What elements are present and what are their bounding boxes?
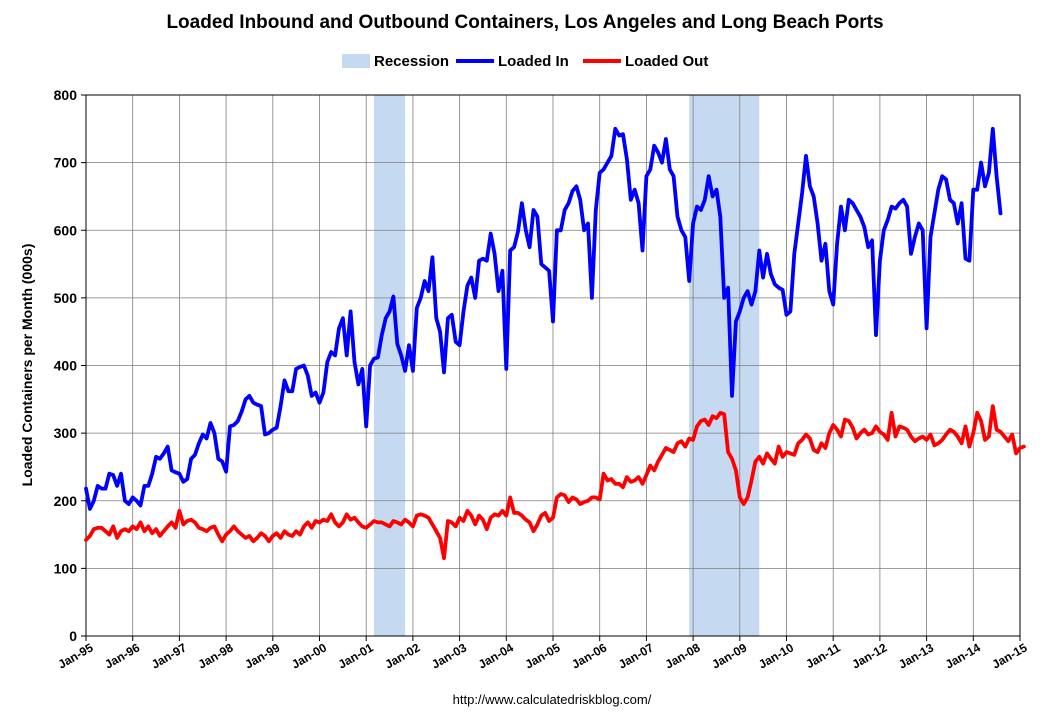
- x-tick-label: Jan-14: [943, 640, 983, 671]
- legend-swatch-recession: [342, 54, 370, 68]
- x-tick-label: Jan-13: [896, 640, 936, 671]
- x-tick-label: Jan-09: [709, 640, 749, 671]
- plot-area-border: [85, 94, 1021, 637]
- y-tick-label: 700: [54, 155, 78, 171]
- y-tick-label: 800: [54, 87, 78, 103]
- x-tick-label: Jan-01: [336, 640, 376, 671]
- x-tick-label: Jan-03: [429, 640, 469, 671]
- legend-label-loaded-in: Loaded In: [498, 53, 569, 70]
- y-tick-label: 500: [54, 290, 78, 306]
- gridlines: [86, 94, 1021, 636]
- x-tick-label: Jan-99: [242, 640, 282, 671]
- y-tick-label: 600: [54, 222, 78, 238]
- x-tick-label: Jan-96: [102, 640, 142, 671]
- y-tick-label: 100: [54, 560, 78, 576]
- series-lines: [84, 126, 1026, 561]
- source-url: http://www.calculatedriskblog.com/: [453, 692, 652, 707]
- x-tick-label: Jan-11: [803, 640, 843, 671]
- x-tick-label: Jan-97: [149, 640, 189, 671]
- x-tick-label: Jan-10: [756, 640, 796, 671]
- legend-label-loaded-out: Loaded Out: [625, 53, 708, 70]
- y-axis-label: Loaded Containers per Month (000s): [19, 244, 35, 487]
- x-tick-label: Jan-05: [523, 640, 563, 671]
- x-tick-label: Jan-98: [196, 640, 236, 671]
- x-tick-label: Jan-95: [56, 640, 96, 671]
- y-tick-label: 300: [54, 425, 78, 441]
- x-tick-label: Jan-12: [849, 640, 889, 671]
- legend: Recession Loaded In Loaded Out: [342, 53, 708, 70]
- x-tick-label: Jan-07: [616, 640, 656, 671]
- y-tick-label: 200: [54, 493, 78, 509]
- y-tick-label: 0: [69, 628, 77, 644]
- x-tick-label: Jan-08: [663, 640, 703, 671]
- x-tick-label: Jan-15: [990, 640, 1030, 671]
- series-line-loaded-out: [84, 404, 1026, 561]
- x-tick-label: Jan-04: [476, 640, 516, 671]
- chart-title: Loaded Inbound and Outbound Containers, …: [166, 12, 883, 33]
- x-tick-label: Jan-00: [289, 640, 329, 671]
- legend-label-recession: Recession: [374, 53, 449, 70]
- series-line-loaded-in: [84, 126, 1003, 511]
- x-tick-label: Jan-02: [382, 640, 422, 671]
- y-tick-label: 400: [54, 358, 78, 374]
- x-tick-label: Jan-06: [569, 640, 609, 671]
